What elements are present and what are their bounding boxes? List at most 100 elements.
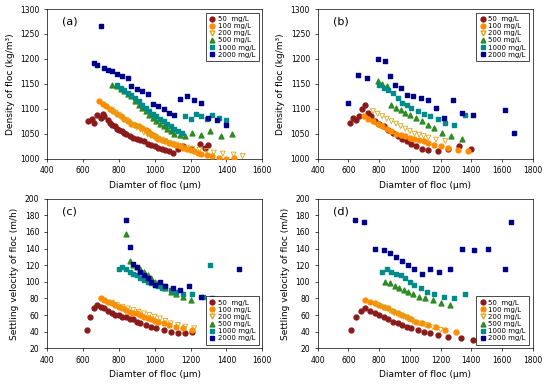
Point	[145, 312, 153, 318]
Text: (a): (a)	[62, 17, 78, 27]
Point	[419, 133, 428, 139]
Point	[412, 115, 420, 121]
Point	[373, 78, 382, 84]
Point	[379, 85, 388, 91]
Point	[120, 87, 129, 93]
Point	[152, 118, 161, 124]
Point	[149, 115, 157, 121]
Point	[379, 304, 388, 310]
Point	[424, 122, 433, 128]
Point	[134, 98, 143, 104]
Point	[154, 136, 163, 142]
Point	[154, 144, 163, 151]
Point	[439, 294, 448, 300]
Point	[406, 128, 414, 134]
Point	[433, 116, 442, 122]
Point	[409, 291, 418, 297]
Point	[164, 322, 173, 328]
Point	[129, 262, 138, 268]
Point	[168, 141, 177, 147]
Point	[147, 280, 156, 286]
Point	[140, 272, 149, 278]
Point	[129, 310, 138, 316]
Point	[122, 117, 130, 123]
Point	[404, 289, 413, 295]
Point	[161, 138, 170, 144]
Point	[444, 146, 453, 152]
Point	[456, 335, 465, 341]
Point	[202, 116, 211, 122]
Point	[344, 100, 353, 106]
Point	[156, 315, 164, 321]
Point	[104, 67, 112, 73]
Point	[156, 116, 164, 122]
Point	[392, 121, 401, 127]
Point	[412, 143, 420, 149]
Point	[418, 270, 426, 276]
Point	[406, 279, 414, 285]
Point	[179, 291, 188, 297]
Point	[125, 316, 134, 322]
Point	[386, 280, 395, 286]
Point	[123, 118, 132, 124]
Point	[387, 102, 396, 108]
Point	[419, 328, 428, 335]
Point	[115, 312, 123, 318]
Point	[141, 108, 150, 114]
Point	[390, 283, 399, 289]
Point	[136, 266, 145, 273]
Point	[145, 129, 153, 136]
Point	[398, 322, 407, 328]
Point	[143, 141, 152, 147]
Point	[164, 148, 173, 154]
Point	[396, 272, 405, 278]
Point	[439, 115, 448, 121]
Point	[407, 325, 416, 331]
Point	[464, 148, 473, 154]
Point	[123, 91, 132, 97]
Point	[134, 102, 143, 108]
Point	[147, 279, 156, 285]
Point	[406, 112, 414, 118]
Point	[366, 308, 374, 314]
Point	[373, 56, 382, 62]
Point	[435, 269, 443, 275]
Point	[168, 285, 177, 291]
Point	[425, 113, 434, 119]
Text: (b): (b)	[333, 17, 349, 27]
Point	[501, 107, 510, 113]
Point	[89, 120, 98, 126]
Point	[416, 95, 425, 101]
Point	[186, 297, 195, 303]
Point	[392, 270, 401, 276]
Point	[172, 142, 181, 148]
Point	[379, 247, 388, 253]
Point	[469, 337, 477, 343]
Point	[152, 325, 161, 331]
Point	[174, 322, 182, 328]
Point	[213, 117, 222, 123]
Point	[161, 283, 170, 289]
Point	[113, 71, 122, 77]
Point	[104, 299, 112, 305]
Point	[407, 316, 416, 322]
Point	[467, 146, 476, 152]
Point	[393, 310, 402, 316]
Point	[452, 328, 460, 335]
Point	[115, 304, 123, 310]
Point	[123, 75, 132, 81]
Point	[430, 291, 439, 297]
Point	[116, 86, 125, 92]
Point	[156, 121, 164, 127]
Point	[433, 148, 442, 154]
Point	[384, 127, 393, 133]
Point	[161, 283, 170, 289]
Point	[415, 137, 424, 143]
Point	[366, 299, 374, 305]
Point	[418, 146, 426, 152]
Point	[100, 65, 109, 71]
Point	[141, 127, 150, 133]
Point	[181, 133, 190, 139]
Point	[107, 68, 116, 74]
Point	[127, 93, 136, 99]
